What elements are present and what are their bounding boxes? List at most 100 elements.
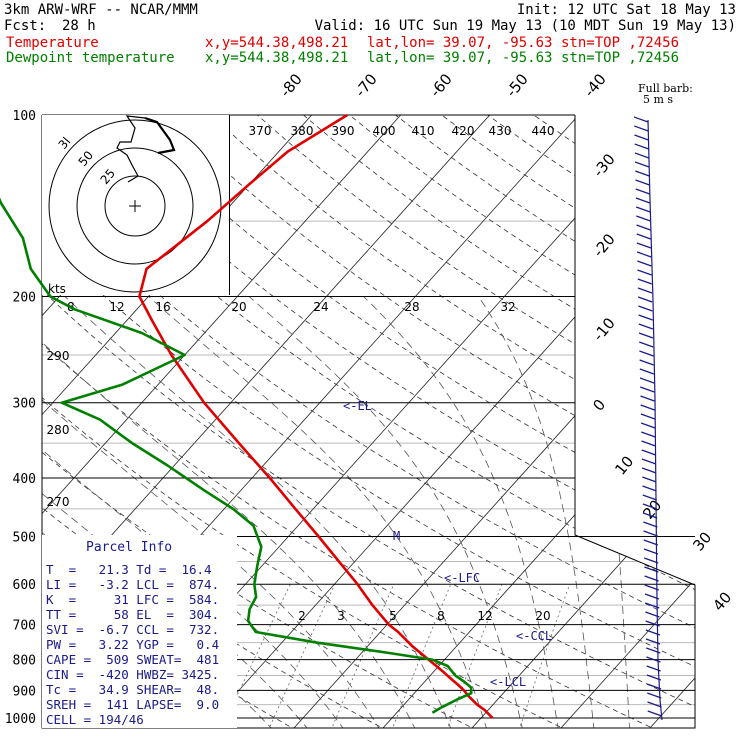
isotherm-line bbox=[558, 115, 695, 728]
wind-barb bbox=[639, 359, 654, 366]
parcel-annotation: <-CCL bbox=[516, 629, 552, 643]
wind-barb bbox=[634, 125, 649, 132]
parcel-annotation: M bbox=[393, 529, 400, 543]
wind-barb bbox=[639, 350, 654, 357]
theta-label: 410 bbox=[412, 124, 435, 138]
moist-adiabat bbox=[42, 296, 381, 728]
hodograph bbox=[42, 115, 230, 295]
speed-axis-label: 32 bbox=[500, 300, 515, 314]
valid-time: Valid: 16 UTC Sun 19 May 13 (10 MDT Sun … bbox=[314, 18, 736, 34]
wind-barb bbox=[638, 305, 653, 312]
isotherm-label: -70 bbox=[351, 70, 381, 100]
wind-barb bbox=[644, 566, 659, 573]
wind-barb bbox=[634, 152, 650, 159]
wind-barb bbox=[634, 143, 649, 150]
wind-barb bbox=[637, 296, 653, 303]
dry-adiabat bbox=[164, 115, 695, 728]
dry-adiabat bbox=[118, 115, 695, 728]
dry-adiabat bbox=[395, 115, 695, 728]
dry-adiabat bbox=[579, 115, 695, 728]
wind-barb bbox=[638, 314, 653, 321]
theta-label: 370 bbox=[249, 124, 272, 138]
wind-barb bbox=[634, 161, 650, 168]
parcel-row: SVI = -6.7 CCL = 732. bbox=[46, 622, 220, 637]
isotherm-label: -40 bbox=[580, 70, 610, 100]
isotherm-line bbox=[469, 115, 695, 728]
moist-adiabat bbox=[478, 296, 595, 728]
parcel-annotation: <-LCL bbox=[490, 675, 526, 689]
wind-barb bbox=[635, 206, 651, 213]
wind-barb bbox=[640, 413, 656, 420]
isotherm-label: -50 bbox=[502, 70, 532, 100]
wind-barb bbox=[641, 467, 657, 474]
wind-barb bbox=[642, 476, 657, 483]
wind-barb bbox=[642, 512, 658, 519]
dewpoint-latlon: lat,lon= 39.07, -95.63 bbox=[367, 50, 553, 66]
isotherm-label: 40 bbox=[709, 588, 735, 614]
mixing-ratio-label: 5 bbox=[389, 609, 397, 623]
wind-barb bbox=[644, 593, 660, 600]
wind-barb bbox=[641, 449, 656, 456]
wind-barb bbox=[646, 683, 662, 690]
theta-label: 280 bbox=[47, 423, 70, 437]
parcel-row: Tc = 34.9 SHEAR= 48. bbox=[46, 682, 220, 697]
temperature-xy: x,y=544.38,498.21 bbox=[205, 35, 349, 51]
wind-barb bbox=[643, 521, 658, 528]
wind-barb bbox=[646, 647, 661, 654]
wind-barb bbox=[645, 611, 660, 618]
wind-barb bbox=[636, 215, 651, 222]
hodograph-unit: kts bbox=[48, 282, 66, 296]
temperature-legend: Temperature bbox=[6, 35, 99, 51]
dry-adiabat bbox=[42, 115, 695, 728]
theta-label: 290 bbox=[47, 349, 70, 363]
wind-barb bbox=[635, 197, 651, 204]
mixing-ratio-line bbox=[267, 584, 336, 728]
wind-barb bbox=[645, 602, 660, 609]
hodograph-trace-upper bbox=[144, 116, 176, 155]
wind-barb bbox=[643, 548, 659, 555]
pressure-label: 1000 bbox=[5, 712, 36, 727]
mixing-ratio-line bbox=[518, 584, 571, 728]
pressure-label: 700 bbox=[13, 619, 36, 634]
dry-adiabat bbox=[72, 115, 695, 728]
pressure-label: 100 bbox=[13, 109, 36, 124]
wind-barb bbox=[640, 404, 655, 411]
temperature-station: stn=TOP ,72456 bbox=[561, 35, 680, 51]
temperature-trace bbox=[138, 113, 494, 719]
mixing-ratio-label: 3 bbox=[337, 609, 345, 623]
parcel-annotations: <-EL <-LFC <-CCL <-LCL M bbox=[343, 399, 552, 689]
parcel-row: CELL = 194/46 bbox=[46, 712, 144, 727]
dewpoint-xy: x,y=544.38,498.21 bbox=[205, 50, 349, 66]
parcel-row: CAPE = 509 SWEAT= 481 bbox=[46, 652, 220, 667]
wind-barb bbox=[647, 701, 662, 708]
init-time: Init: 12 UTC Sat 18 May 13 bbox=[516, 2, 736, 18]
dry-adiabat bbox=[42, 115, 695, 728]
wind-barb bbox=[637, 278, 652, 285]
wind-barb bbox=[636, 224, 651, 231]
wind-barb bbox=[636, 242, 652, 249]
moist-adiabat bbox=[64, 296, 453, 728]
barb-shaft bbox=[647, 119, 663, 721]
isotherm-label: -60 bbox=[426, 70, 456, 100]
wind-barb bbox=[640, 395, 655, 402]
dewpoint-station: stn=TOP ,72456 bbox=[561, 50, 680, 66]
hodograph-ring bbox=[48, 119, 222, 293]
wind-barb bbox=[639, 377, 655, 384]
wind-barb bbox=[646, 665, 661, 672]
parcel-row: CIN = -420 HWBZ= 3425. bbox=[46, 667, 220, 682]
wind-barb bbox=[643, 530, 658, 537]
isotherm-label: 30 bbox=[689, 528, 715, 554]
parcel-row: PW = 3.22 YGP = 0.4 bbox=[46, 637, 220, 652]
parcel-row: T = 21.3 Td = 16.4 bbox=[46, 562, 212, 577]
wind-barb bbox=[642, 503, 658, 510]
speed-axis-label: 28 bbox=[404, 300, 419, 314]
temperature-latlon: lat,lon= 39.07, -95.63 bbox=[367, 35, 553, 51]
speed-axis-label: 16 bbox=[155, 300, 170, 314]
parcel-row: SREH = 141 LAPSE= 9.0 bbox=[46, 697, 220, 712]
dewpoint-legend: Dewpoint temperature bbox=[6, 50, 175, 66]
wind-barb bbox=[643, 539, 658, 546]
dry-adiabat bbox=[211, 115, 695, 728]
hodograph-ring bbox=[76, 147, 194, 265]
wind-barb bbox=[647, 692, 662, 699]
